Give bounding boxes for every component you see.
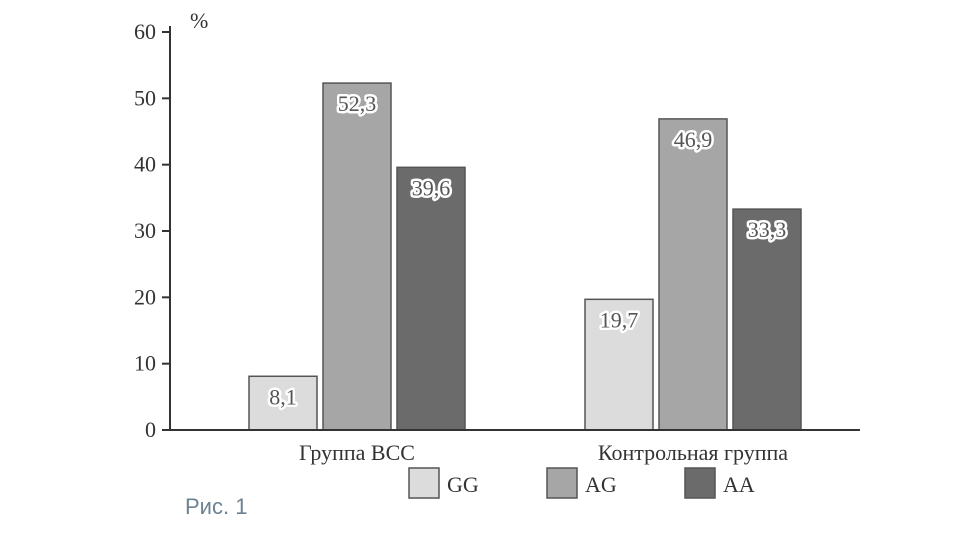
- bar-value-label: 39,6: [412, 175, 451, 200]
- legend-swatch: [409, 468, 439, 498]
- bar: [397, 167, 465, 430]
- category-label: Контрольная группа: [598, 440, 788, 465]
- legend-swatch: [547, 468, 577, 498]
- legend-swatch: [685, 468, 715, 498]
- bar-chart: %01020304050608,18,152,352,339,639,6Груп…: [80, 10, 888, 534]
- y-tick-label: 60: [134, 19, 156, 44]
- y-tick-label: 50: [134, 85, 156, 110]
- bar: [659, 119, 727, 430]
- chart-container: %01020304050608,18,152,352,339,639,6Груп…: [80, 10, 888, 534]
- bar-value-label: 8,1: [269, 384, 297, 409]
- y-tick-label: 30: [134, 218, 156, 243]
- bar-value-label: 33,3: [748, 217, 787, 242]
- bar: [733, 209, 801, 430]
- bar-value-label: 46,9: [674, 127, 713, 152]
- y-unit-label: %: [190, 10, 208, 33]
- figure-caption: Рис. 1: [185, 494, 247, 520]
- bar-value-label: 19,7: [600, 307, 639, 332]
- legend-label: AA: [723, 472, 755, 497]
- bar: [323, 83, 391, 430]
- category-label: Группа ВСС: [299, 440, 415, 465]
- y-tick-label: 20: [134, 284, 156, 309]
- y-tick-label: 10: [134, 351, 156, 376]
- legend-label: AG: [585, 472, 617, 497]
- y-tick-label: 0: [145, 417, 156, 442]
- page-root: %01020304050608,18,152,352,339,639,6Груп…: [0, 0, 968, 544]
- legend-label: GG: [447, 472, 479, 497]
- y-tick-label: 40: [134, 152, 156, 177]
- bar-value-label: 52,3: [338, 91, 377, 116]
